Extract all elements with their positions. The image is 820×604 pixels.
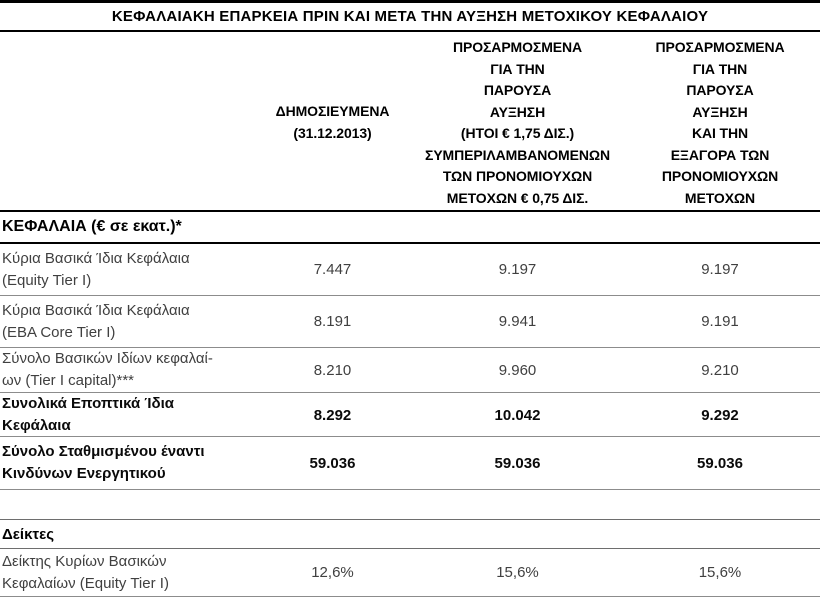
row-label: Συνολικά Εποπτικά Ίδια Κεφάλαια [2,395,175,434]
header-empty-cell [0,37,250,210]
row-label: Δείκτης Κυρίων Βασικών Κεφαλαίων (Equity… [2,552,169,592]
section-capital: ΚΕΦΑΛΑΙΑ (€ σε εκατ.)* [0,212,820,244]
cell-value: 9.210 [701,361,739,379]
cell-value: 12,6% [311,564,354,581]
cell-value: 10.042 [494,406,541,424]
row-label: Κύρια Βασικά Ίδια Κεφάλαια (Equity Tier … [2,249,190,289]
cell-value: 7.447 [313,261,352,278]
table-row-total-regulatory-capital: Συνολικά Εποπτικά Ίδια Κεφάλαια 8.292 10… [0,393,820,437]
col-header-adjusted-increase: ΠΡΟΣΑΡΜΟΣΜΕΝΑ ΓΙΑ ΤΗΝ ΠΑΡΟΥΣΑ ΑΥΞΗΣΗ (ΗΤ… [425,39,610,206]
cell-value: 9.960 [498,361,537,379]
table-row-equity-tier1-ratio: Δείκτης Κυρίων Βασικών Κεφαλαίων (Equity… [0,549,820,597]
cell-value: 9.197 [498,261,537,278]
cell-value: 8.210 [313,361,352,379]
col-header-adjusted-redemption: ΠΡΟΣΑΡΜΟΣΜΕΝΑ ΓΙΑ ΤΗΝ ΠΑΡΟΥΣΑ ΑΥΞΗΣΗ ΚΑΙ… [655,39,785,206]
cell-value: 15,6% [496,564,539,581]
table-row-eba-core-tier1: Κύρια Βασικά Ίδια Κεφάλαια (EBA Core Tie… [0,296,820,348]
row-label: Σύνολο Βασικών Ιδίων κεφαλαί- ων (Tier I… [2,350,213,389]
cell-value: 59.036 [494,454,541,472]
cell-value: 59.036 [697,454,743,472]
table-row-tier1-capital-total: Σύνολο Βασικών Ιδίων κεφαλαί- ων (Tier I… [0,348,820,393]
row-label: Σύνολο Σταθμισμένου έναντι Κινδύνων Ενερ… [2,443,205,482]
cell-value: 9.197 [701,261,739,278]
table-row-equity-tier1: Κύρια Βασικά Ίδια Κεφάλαια (Equity Tier … [0,244,820,296]
cell-value: 59.036 [309,454,356,472]
cell-value: 9.292 [701,406,739,424]
section-gap [0,490,820,519]
table-header-row: ΔΗΜΟΣΙΕΥΜΕΝΑ (31.12.2013) ΠΡΟΣΑΡΜΟΣΜΕΝΑ … [0,32,820,212]
cell-value: 9.941 [498,313,537,330]
cell-value: 9.191 [701,313,739,330]
table-title: ΚΕΦΑΛΑΙΑΚΗ ΕΠΑΡΚΕΙΑ ΠΡΙΝ ΚΑΙ ΜΕΤΑ ΤΗΝ ΑΥ… [0,0,820,32]
section-ratios: Δείκτες [0,519,820,549]
row-label: Κύρια Βασικά Ίδια Κεφάλαια (EBA Core Tie… [2,301,190,341]
cell-value: 15,6% [698,564,742,581]
table-row-risk-weighted-assets: Σύνολο Σταθμισμένου έναντι Κινδύνων Ενερ… [0,437,820,490]
cell-value: 8.292 [313,406,352,424]
cell-value: 8.191 [313,313,352,330]
col-header-published: ΔΗΜΟΣΙΕΥΜΕΝΑ (31.12.2013) [275,103,390,141]
